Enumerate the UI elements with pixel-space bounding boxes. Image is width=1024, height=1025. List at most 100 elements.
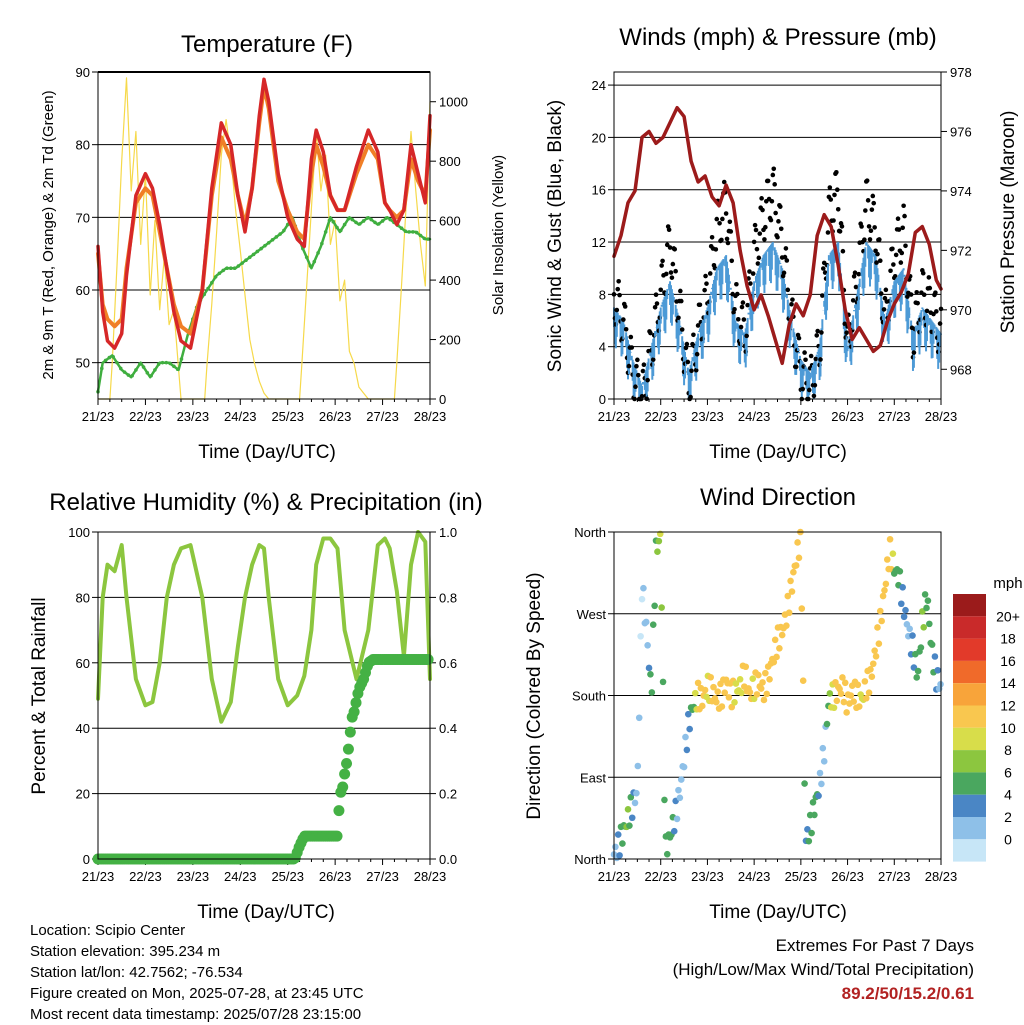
gust-point [732,306,737,312]
gust-point [659,263,664,268]
gust-point [867,237,873,242]
gust-point [658,287,664,293]
gust-point [896,227,902,232]
gust-point [781,270,787,276]
direction-point [760,696,768,704]
temp-dewpoint-point [229,266,233,271]
gust-point [796,335,802,341]
direction-point [923,604,930,612]
gust-point [688,394,693,400]
direction-point [658,604,665,611]
gust-point [839,224,845,229]
legend-swatch-5 [953,705,986,728]
gust-point [863,208,868,213]
gust-point [750,271,756,276]
temp-dewpoint-point [369,217,373,222]
direction-point [713,698,720,706]
gust-point [691,332,696,338]
temp-dewpoint-point [426,237,430,241]
gust-point [899,250,905,256]
direction-point [808,829,815,837]
gust-point [753,227,759,233]
temp-dewpoint-point [179,357,184,361]
direction-point [637,632,644,640]
direction-point [624,806,632,813]
gust-point [683,345,689,351]
direction-point [788,588,796,595]
direction-point [795,554,803,562]
gust-point [875,251,880,257]
temp-dewpoint-point [145,371,150,375]
direction-point [654,548,661,556]
temp-dewpoint-point [115,360,119,365]
legend-label-2: 16 [1000,653,1016,669]
gust-point [634,363,639,369]
temp-dewpoint-point [407,230,411,234]
direction-point [714,688,722,695]
temp-dewpoint-point [175,367,180,372]
gust-point [903,243,908,249]
legend-label-7: 6 [1004,764,1012,780]
gust-point [783,246,789,251]
gust-point [888,268,893,274]
direction-point [878,617,885,625]
wind-ytick-label-1: 4 [599,340,606,355]
gust-point [871,200,877,206]
wind-xtick-label-3: 24/23 [738,409,771,424]
gust-point [752,222,758,228]
direction-point [792,562,800,569]
wind-y2tick-label-3: 974 [950,184,972,199]
direction-point [820,758,828,765]
winds-xlabel: Time (Day/UTC) [709,442,847,463]
gust-point [709,234,715,240]
gust-point [773,210,778,216]
legend-swatch-9 [953,794,986,817]
direction-point [651,602,658,610]
temp-dewpoint-point [118,366,123,371]
temp-y2tick-label-4: 800 [439,154,461,169]
direction-point [673,815,681,823]
dir-xtick-label-3: 24/23 [738,869,771,884]
temp-dewpoint-point [399,226,404,231]
gust-point [684,341,690,347]
direction-point [784,592,792,600]
direction-point [921,591,929,598]
temp-y2tick-label-2: 400 [439,273,461,288]
dir-plot-border [613,531,942,860]
rh-xtick-label-2: 23/23 [177,869,210,884]
legend-swatch-11 [953,839,986,862]
gust-point [803,357,808,363]
temp-dewpoint-point [361,219,366,223]
gust-point [819,330,824,335]
precip-point [339,768,351,780]
legend-label-10: 0 [1004,831,1012,847]
gust-point [785,287,791,293]
rh-ytick-label-2: 40 [76,721,90,736]
gust-point [614,307,620,313]
temp-dewpoint-point [134,368,138,372]
direction-point [647,670,654,678]
gust-point [673,268,678,274]
gust-point [751,239,757,245]
gust-point [734,281,739,287]
temp-series-solar [97,77,431,400]
gust-point [835,206,841,212]
direction-point [698,702,706,710]
gust-point [872,225,877,230]
wind-y2tick-label-0: 968 [950,362,972,377]
extremes-values: 89.2/50/15.2/0.61 [841,984,974,1003]
direction-point [762,669,769,677]
direction-point [801,780,808,787]
gust-point [668,270,674,275]
direction-point [631,799,639,807]
gust-point [827,185,833,190]
gust-point [862,237,867,242]
gust-point [744,333,749,339]
direction-point [879,592,887,600]
temp-dewpoint-point [153,368,157,372]
gust-point [615,286,621,292]
gust-point [740,300,746,305]
gust-point [648,330,653,336]
direction-point [749,675,757,682]
